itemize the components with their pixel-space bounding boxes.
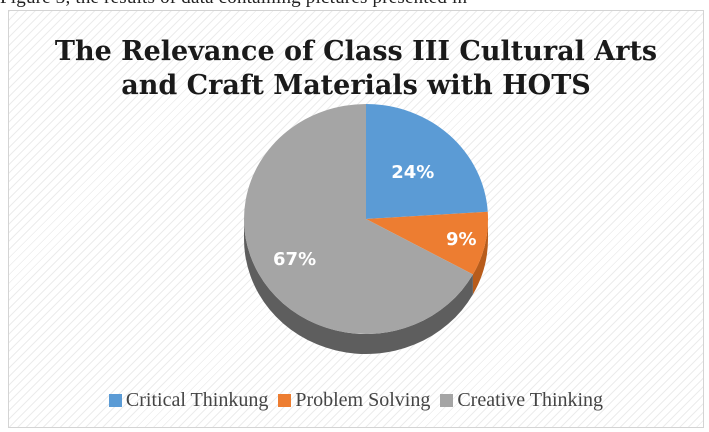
pie-value-label: 24% (391, 162, 434, 183)
legend-swatch (278, 394, 292, 407)
pie-slice (366, 104, 488, 219)
legend: Critical Thinkung Problem Solving Creati… (9, 389, 703, 412)
legend-item-creative-thinking: Creative Thinking (440, 389, 603, 412)
pie-slice (366, 211, 488, 275)
clipped-header-text: Figure 3, the results of data containing… (0, 0, 709, 8)
legend-label: Creative Thinking (457, 389, 604, 411)
pie-chart: 24% 9% 67% (243, 104, 488, 354)
pie-slice-side (244, 219, 473, 354)
chart-frame: The Relevance of Class III Cultural Arts… (8, 10, 704, 428)
pie-slice (243, 104, 473, 334)
legend-item-critical-thinking: Critical Thinkung (108, 389, 269, 412)
pie-value-label: 9% (446, 229, 477, 250)
legend-swatch (108, 394, 122, 407)
legend-swatch (440, 394, 454, 407)
legend-label: Critical Thinkung (125, 389, 269, 411)
chart-title: The Relevance of Class III Cultural Arts… (9, 35, 703, 103)
chart-title-line-2: and Craft Materials with HOTS (121, 70, 591, 101)
legend-label: Problem Solving (295, 389, 431, 411)
chart-title-line-1: The Relevance of Class III Cultural Arts (54, 36, 658, 67)
pie-value-label: 67% (273, 249, 316, 270)
pie-slice-side (472, 219, 488, 295)
legend-item-problem-solving: Problem Solving (278, 389, 430, 412)
